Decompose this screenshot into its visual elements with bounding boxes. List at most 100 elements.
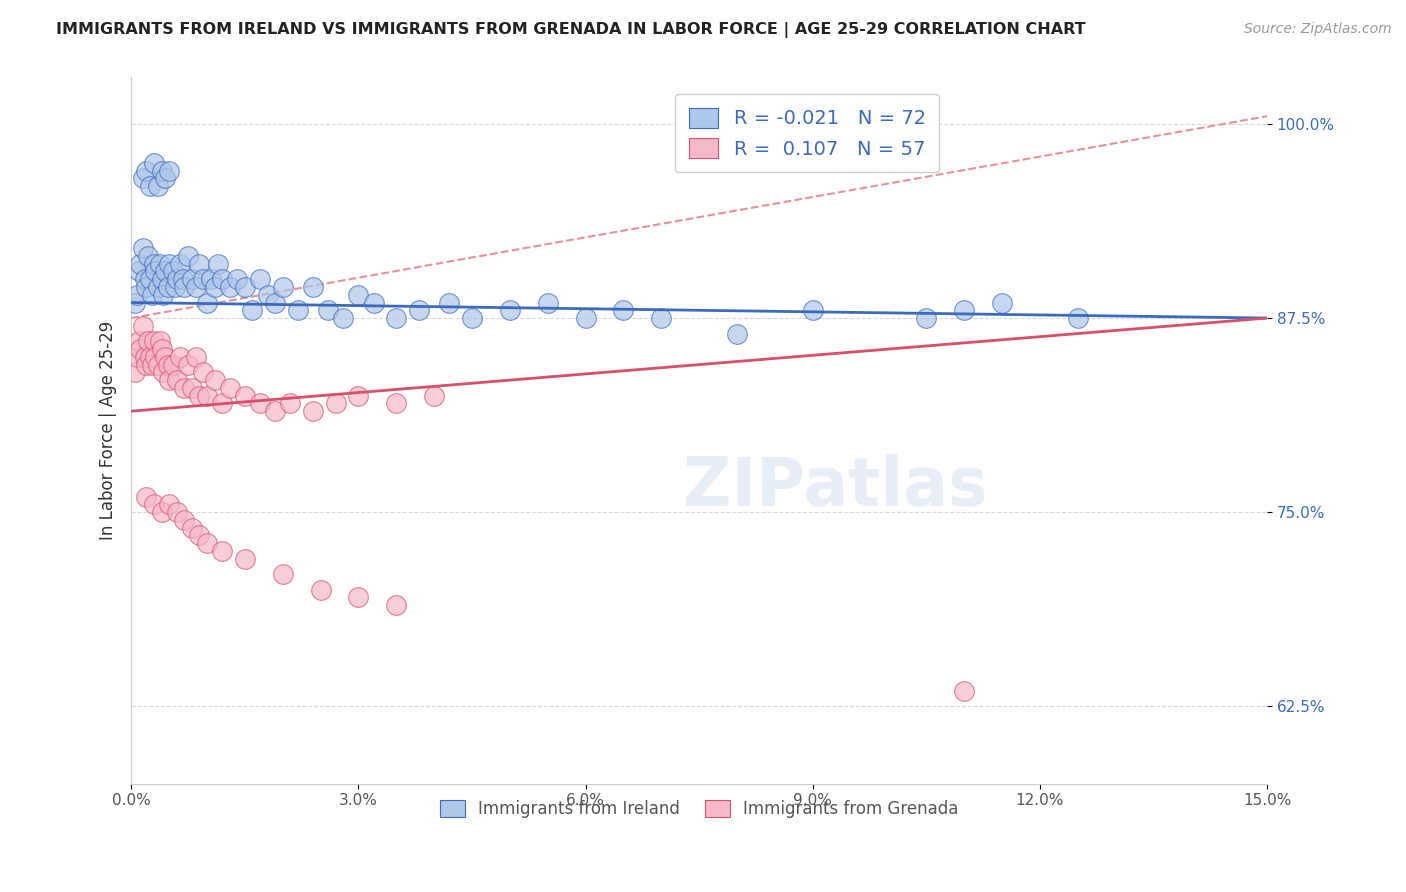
Point xyxy=(141,287,163,301)
Point xyxy=(264,404,287,418)
Point xyxy=(347,591,370,605)
Point xyxy=(302,280,325,294)
Point xyxy=(385,396,408,410)
Point xyxy=(131,241,153,255)
Point xyxy=(184,350,207,364)
Point xyxy=(180,272,202,286)
Point xyxy=(129,257,152,271)
Point xyxy=(135,490,157,504)
Point xyxy=(423,389,446,403)
Point xyxy=(188,528,211,542)
Point xyxy=(325,396,347,410)
Point xyxy=(233,280,256,294)
Point xyxy=(150,342,173,356)
Point xyxy=(155,264,177,278)
Point xyxy=(287,303,309,318)
Point xyxy=(157,163,180,178)
Point xyxy=(915,311,938,326)
Point xyxy=(169,257,191,271)
Point xyxy=(195,536,218,550)
Point xyxy=(180,381,202,395)
Point xyxy=(143,257,166,271)
Point xyxy=(162,358,184,372)
Point xyxy=(193,272,215,286)
Point xyxy=(612,303,634,318)
Point xyxy=(188,257,211,271)
Point xyxy=(129,342,152,356)
Text: IMMIGRANTS FROM IRELAND VS IMMIGRANTS FROM GRENADA IN LABOR FORCE | AGE 25-29 CO: IMMIGRANTS FROM IRELAND VS IMMIGRANTS FR… xyxy=(56,22,1085,38)
Point xyxy=(218,381,240,395)
Point xyxy=(264,295,287,310)
Point xyxy=(537,295,560,310)
Point xyxy=(650,311,672,326)
Point xyxy=(184,280,207,294)
Point xyxy=(461,311,484,326)
Point xyxy=(143,334,166,349)
Point xyxy=(173,513,195,527)
Point xyxy=(149,257,172,271)
Point xyxy=(193,365,215,379)
Point xyxy=(801,303,824,318)
Point xyxy=(157,497,180,511)
Point xyxy=(165,280,187,294)
Point xyxy=(155,171,177,186)
Point xyxy=(166,373,188,387)
Point xyxy=(146,280,169,294)
Text: Source: ZipAtlas.com: Source: ZipAtlas.com xyxy=(1244,22,1392,37)
Point xyxy=(211,272,233,286)
Point xyxy=(157,257,180,271)
Point xyxy=(385,311,408,326)
Point xyxy=(439,295,461,310)
Point xyxy=(166,505,188,519)
Legend: Immigrants from Ireland, Immigrants from Grenada: Immigrants from Ireland, Immigrants from… xyxy=(433,793,966,825)
Point xyxy=(200,272,222,286)
Point xyxy=(166,272,188,286)
Point xyxy=(131,171,153,186)
Point xyxy=(242,303,264,318)
Point xyxy=(1067,311,1090,326)
Point xyxy=(188,389,211,403)
Point xyxy=(195,295,218,310)
Point xyxy=(233,389,256,403)
Point xyxy=(145,350,167,364)
Point xyxy=(145,264,167,278)
Point xyxy=(150,272,173,286)
Point xyxy=(173,280,195,294)
Point xyxy=(128,264,150,278)
Point xyxy=(408,303,430,318)
Point xyxy=(256,287,278,301)
Point xyxy=(725,326,748,341)
Point xyxy=(156,280,179,294)
Point xyxy=(332,311,354,326)
Point xyxy=(146,358,169,372)
Point xyxy=(302,404,325,418)
Point xyxy=(139,179,162,194)
Point xyxy=(207,257,229,271)
Point xyxy=(316,303,339,318)
Point xyxy=(143,156,166,170)
Point xyxy=(155,350,177,364)
Point xyxy=(271,280,294,294)
Point xyxy=(347,389,370,403)
Point xyxy=(347,287,370,301)
Point xyxy=(385,598,408,612)
Point xyxy=(226,272,249,286)
Point xyxy=(249,396,271,410)
Point xyxy=(127,287,149,301)
Point xyxy=(204,373,226,387)
Point xyxy=(953,683,976,698)
Point xyxy=(309,582,332,597)
Point xyxy=(146,179,169,194)
Point xyxy=(124,365,146,379)
Point xyxy=(150,505,173,519)
Point xyxy=(173,381,195,395)
Point xyxy=(991,295,1014,310)
Point xyxy=(136,334,159,349)
Point xyxy=(177,249,200,263)
Point xyxy=(218,280,240,294)
Point xyxy=(249,272,271,286)
Point xyxy=(363,295,385,310)
Point xyxy=(135,358,157,372)
Point xyxy=(128,334,150,349)
Point xyxy=(152,287,174,301)
